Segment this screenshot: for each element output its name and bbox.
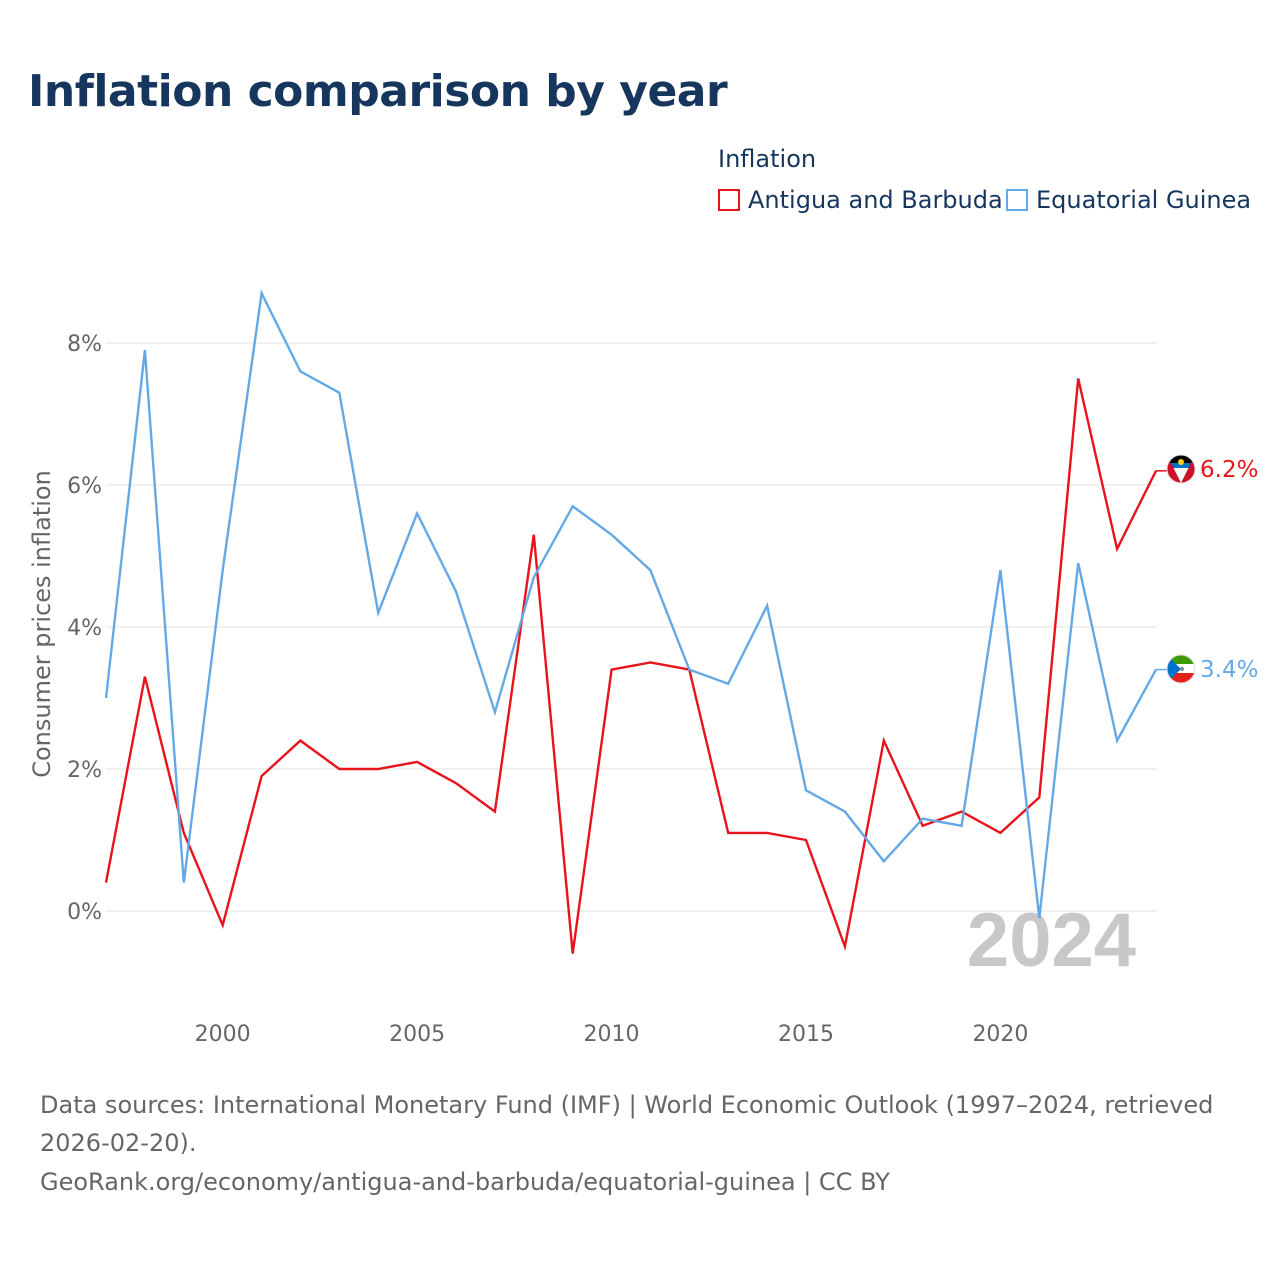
x-tick-label: 2000 (195, 1022, 251, 1047)
year-watermark: 2024 (967, 898, 1136, 983)
y-tick-label: 8% (67, 332, 102, 357)
y-axis-label: Consumer prices inflation (28, 470, 56, 778)
source-attribution: Data sources: International Monetary Fun… (40, 1091, 1214, 1157)
x-axis: 2000 2005 2010 2015 2020 (195, 1022, 1029, 1047)
y-tick-label: 6% (67, 474, 102, 499)
y-tick-label: 4% (67, 616, 102, 641)
x-tick-label: 2010 (584, 1022, 640, 1047)
legend-item-antigua-and-barbuda[interactable]: Antigua and Barbuda (718, 186, 1003, 214)
chart-title: Inflation comparison by year (28, 66, 728, 117)
source-url[interactable]: GeoRank.org/economy/antigua-and-barbuda/… (40, 1168, 890, 1196)
equatorial-guinea-flag-icon (1166, 654, 1196, 684)
legend-item-equatorial-guinea[interactable]: Equatorial Guinea (1006, 186, 1251, 214)
legend-title: Inflation (718, 145, 817, 173)
legend-label-antigua-and-barbuda: Antigua and Barbuda (748, 186, 1003, 214)
series-lines (104, 289, 1167, 954)
gridlines (106, 342, 1157, 912)
series-line-equatorial-guinea[interactable] (104, 289, 1158, 919)
end-value-label-equatorial-guinea: 3.4% (1200, 657, 1258, 683)
antigua-and-barbuda-flag-icon (1166, 454, 1196, 484)
x-tick-label: 2005 (389, 1022, 445, 1047)
legend-label-equatorial-guinea: Equatorial Guinea (1036, 186, 1252, 214)
x-tick-label: 2015 (778, 1022, 834, 1047)
y-tick-label: 0% (67, 900, 102, 925)
y-axis: 0% 2% 4% 6% 8% (67, 332, 102, 925)
x-tick-label: 2020 (972, 1022, 1028, 1047)
series-line-antigua-and-barbuda[interactable] (104, 378, 1158, 954)
legend-swatch-equatorial-guinea (1006, 189, 1028, 211)
y-tick-label: 2% (67, 758, 102, 783)
end-value-label-antigua-and-barbuda: 6.2% (1200, 457, 1258, 483)
legend-swatch-antigua-and-barbuda (718, 189, 740, 211)
